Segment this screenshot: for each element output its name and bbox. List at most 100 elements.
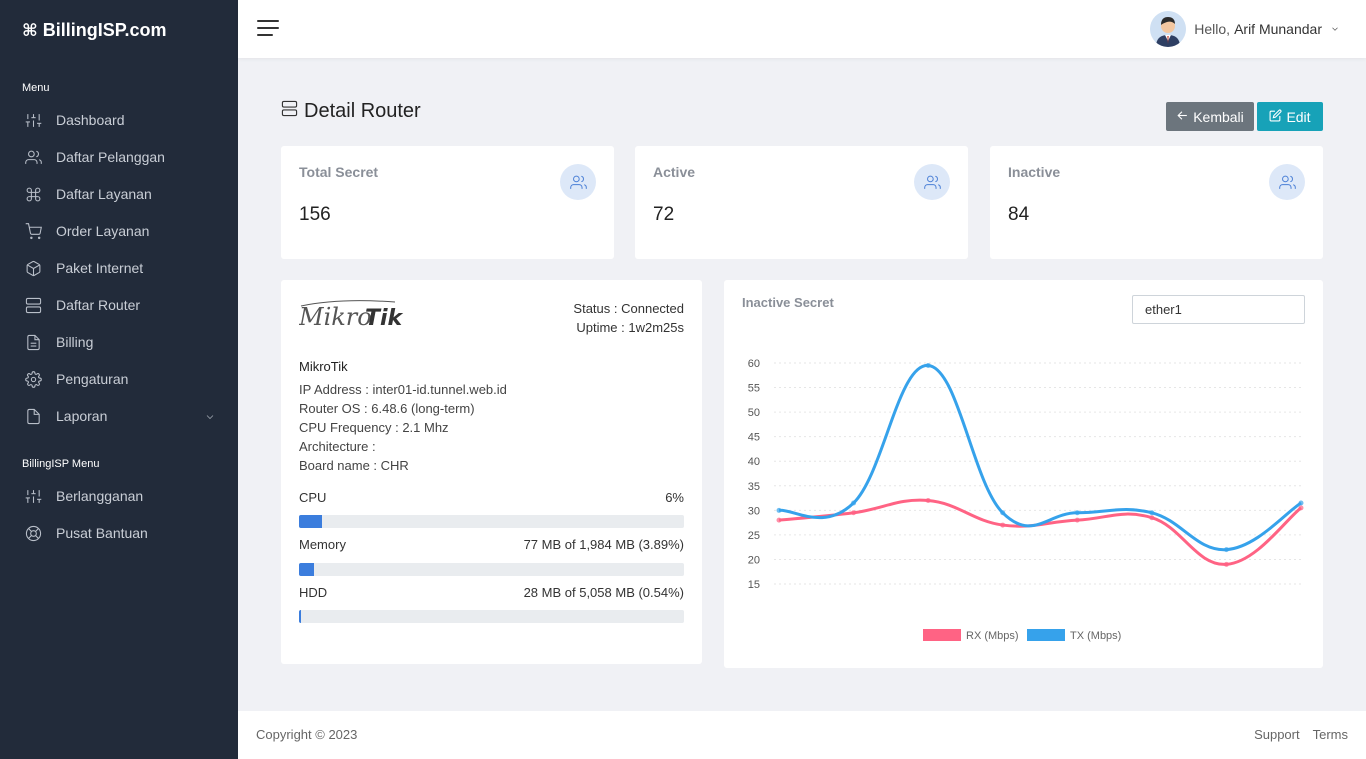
stat-card-total-secret: Total Secret 156 [281,146,614,259]
avatar [1150,11,1187,47]
sidebar-item-paket-internet[interactable]: Paket Internet [24,256,218,280]
file-text-icon [24,333,42,351]
sidebar-item-berlangganan[interactable]: Berlangganan [24,484,218,508]
footer: Copyright © 2023 Support Terms [238,711,1366,759]
series-line-rx [778,498,1302,566]
page-title: Detail Router [281,100,421,123]
edit-button[interactable]: Edit [1257,102,1323,131]
data-point [1298,500,1304,506]
command-icon [24,185,42,203]
sidebar-item-dashboard[interactable]: Dashboard [24,108,218,132]
cpu-row: CPU 6% [299,490,684,505]
data-point [1223,547,1229,553]
support-link[interactable]: Support [1254,727,1300,742]
top-navbar: Hello, Arif Munandar [238,0,1366,58]
users-icon [1269,164,1305,200]
sidebar-item-daftar-router[interactable]: Daftar Router [24,293,218,317]
hdd-progress-bar [299,610,684,623]
sidebar-item-label: Daftar Layanan [56,186,152,202]
sidebar-item-label: Pusat Bantuan [56,525,148,541]
stat-title: Total Secret [299,164,379,180]
chart-title: Inactive Secret [742,295,834,310]
resource-value: 6% [665,490,684,505]
lifebuoy-icon [24,524,42,542]
sidebar-item-pusat-bantuan[interactable]: Pusat Bantuan [24,521,218,545]
copyright-text: Copyright © 2023 [256,727,358,742]
y-tick-label: 35 [748,481,760,493]
sidebar-item-label: Laporan [56,408,108,424]
y-tick-label: 45 [748,432,760,444]
y-tick-label: 20 [748,554,760,566]
mikrotik-logo: Mikro Tik [298,300,411,331]
sidebar-item-daftar-layanan[interactable]: Daftar Layanan [24,182,218,206]
cpu-frequency: CPU Frequency : 2.1 Mhz [299,420,449,435]
hamburger-menu-icon[interactable] [257,19,279,37]
menu-heading: Menu [22,82,50,94]
data-point [1074,517,1080,523]
command-icon: ⌘ [22,20,38,40]
edit-icon [1269,108,1282,125]
user-menu[interactable]: Hello, Arif Munandar [1150,11,1340,47]
sliders-icon [24,111,42,129]
architecture: Architecture : [299,439,376,454]
sidebar-item-label: Paket Internet [56,260,144,276]
sidebar-item-label: Berlangganan [56,488,144,504]
data-point [1298,505,1304,511]
data-point [925,362,931,368]
stat-title: Active [653,164,696,180]
interface-select[interactable]: ether1 [1132,295,1305,324]
board-name: Board name : CHR [299,458,409,473]
sidebar-item-label: Pengaturan [56,371,129,387]
sidebar-item-label: Daftar Router [56,297,141,313]
arrow-left-icon [1176,109,1189,125]
router-details: MikroTik IP Address : inter01-id.tunnel.… [299,357,507,475]
cpu-progress-bar [299,515,684,528]
legend-swatch [923,629,961,641]
data-point [1149,515,1155,521]
progress-fill [299,515,323,528]
status-text: Status : Connected [573,301,684,316]
resource-label: Memory [299,537,346,552]
router-os: Router OS : 6.48.6 (long-term) [299,401,475,416]
memory-row: Memory 77 MB of 1,984 MB (3.89%) [299,537,684,552]
file-icon [24,407,42,425]
users-icon [914,164,950,200]
billingisp-menu-heading: BillingISP Menu [22,458,100,470]
sidebar-item-order-layanan[interactable]: Order Layanan [24,219,218,243]
server-icon [24,296,42,314]
sidebar-item-label: Billing [56,334,94,350]
settings-icon [24,370,42,388]
user-name: Arif Munandar [1234,21,1322,37]
stat-card-active: Active 72 [635,146,968,259]
users-icon [560,164,596,200]
sidebar-item-daftar-pelanggan[interactable]: Daftar Pelanggan [24,145,218,169]
chevron-down-icon [204,410,216,426]
y-tick-label: 15 [748,579,760,591]
legend-label: RX (Mbps) [966,630,1019,642]
stat-title: Inactive [1008,164,1061,180]
terms-link[interactable]: Terms [1312,727,1348,742]
legend-swatch [1027,629,1065,641]
y-tick-label: 50 [748,407,760,419]
sidebar-item-pengaturan[interactable]: Pengaturan [24,367,218,391]
sidebar-item-billing[interactable]: Billing [24,330,218,354]
brand-name: BillingISP.com [42,20,167,40]
back-button-label: Kembali [1193,108,1244,125]
y-tick-label: 60 [748,358,760,370]
router-status: Status : Connected Uptime : 1w2m25s [573,299,684,337]
sidebar-item-laporan[interactable]: Laporan [24,404,218,428]
page-title-text: Detail Router [304,100,421,122]
y-tick-label: 25 [748,530,760,542]
data-point [1074,510,1080,516]
y-tick-label: 55 [748,383,760,395]
brand-logo[interactable]: ⌘ BillingISP.com [22,20,166,41]
data-point [1223,561,1229,567]
legend-label: TX (Mbps) [1070,630,1121,642]
stat-value: 84 [1008,204,1030,225]
back-button[interactable]: Kembali [1166,102,1254,131]
resource-value: 28 MB of 5,058 MB (0.54%) [523,585,684,600]
hdd-row: HDD 28 MB of 5,058 MB (0.54%) [299,585,684,600]
resource-label: CPU [299,490,327,505]
data-point [1000,510,1006,516]
stat-card-inactive: Inactive 84 [990,146,1323,259]
